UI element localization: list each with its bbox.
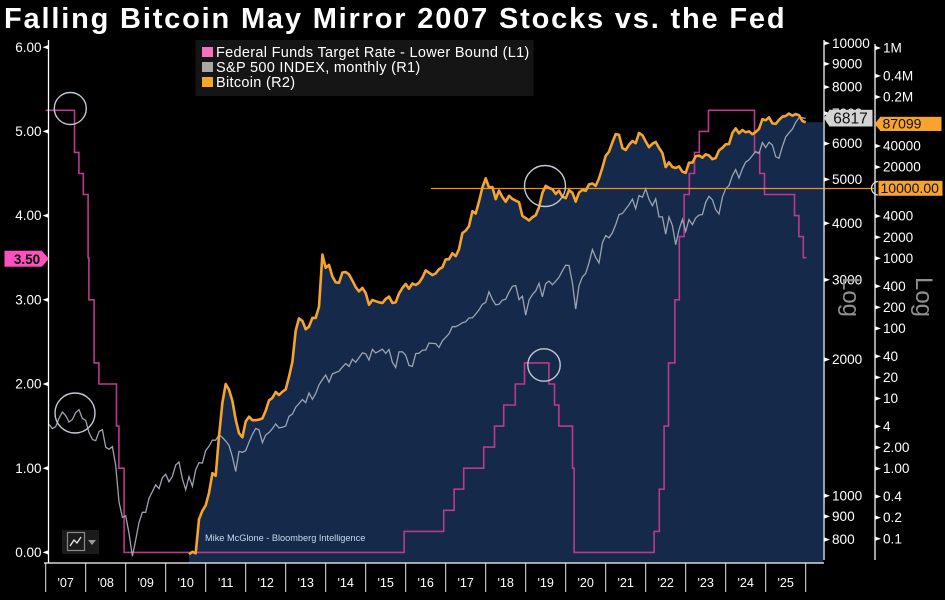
svg-text:0.2: 0.2 <box>883 510 902 525</box>
svg-text:'16: '16 <box>417 576 433 590</box>
svg-text:'14: '14 <box>337 576 353 590</box>
svg-text:10000.00: 10000.00 <box>881 180 940 196</box>
svg-text:200: 200 <box>883 300 906 315</box>
svg-text:1000: 1000 <box>832 488 863 503</box>
svg-text:'17: '17 <box>457 576 473 590</box>
svg-text:20: 20 <box>883 370 899 385</box>
svg-text:'15: '15 <box>377 576 393 590</box>
svg-text:9000: 9000 <box>832 57 863 72</box>
svg-text:0.1: 0.1 <box>883 531 902 546</box>
svg-text:'12: '12 <box>257 576 273 590</box>
svg-text:100: 100 <box>883 321 906 336</box>
svg-text:'25: '25 <box>777 576 793 590</box>
svg-text:4: 4 <box>883 419 891 434</box>
svg-text:1.00: 1.00 <box>883 461 910 476</box>
svg-text:'21: '21 <box>617 576 633 590</box>
svg-text:4000: 4000 <box>832 216 863 231</box>
svg-text:400: 400 <box>883 279 906 294</box>
svg-text:0.2M: 0.2M <box>883 90 913 105</box>
svg-text:S&P 500 INDEX, monthly (R1): S&P 500 INDEX, monthly (R1) <box>216 60 420 76</box>
svg-text:'11: '11 <box>218 576 233 590</box>
svg-text:20000: 20000 <box>883 160 921 175</box>
svg-text:10: 10 <box>883 391 899 406</box>
svg-text:'10: '10 <box>177 576 193 590</box>
svg-text:1000: 1000 <box>883 251 914 266</box>
svg-text:'13: '13 <box>297 576 313 590</box>
svg-text:8000: 8000 <box>832 80 863 95</box>
svg-text:Log: Log <box>837 277 864 317</box>
svg-text:Mike McGlone - Bloomberg Intel: Mike McGlone - Bloomberg Intelligence <box>205 533 365 543</box>
svg-text:800: 800 <box>832 532 855 547</box>
svg-text:'09: '09 <box>137 576 153 590</box>
svg-text:4000: 4000 <box>883 209 914 224</box>
svg-text:0.4M: 0.4M <box>883 69 913 84</box>
svg-text:87099: 87099 <box>883 116 922 132</box>
svg-text:2.00: 2.00 <box>883 440 910 455</box>
svg-text:5000: 5000 <box>832 172 863 187</box>
svg-text:40000: 40000 <box>883 139 921 154</box>
svg-text:2000: 2000 <box>883 230 914 245</box>
svg-text:6000: 6000 <box>832 136 863 151</box>
svg-text:3.00: 3.00 <box>15 292 41 307</box>
svg-text:2000: 2000 <box>832 352 863 367</box>
svg-text:Log: Log <box>910 277 937 317</box>
svg-text:'22: '22 <box>657 576 673 590</box>
svg-text:6817: 6817 <box>833 110 867 127</box>
svg-text:900: 900 <box>832 509 855 524</box>
svg-text:1M: 1M <box>883 41 902 56</box>
svg-text:1.00: 1.00 <box>15 461 41 476</box>
svg-text:2.00: 2.00 <box>15 377 41 392</box>
svg-text:'20: '20 <box>577 576 593 590</box>
svg-text:Bitcoin (R2): Bitcoin (R2) <box>216 75 295 91</box>
svg-text:6.00: 6.00 <box>15 40 41 55</box>
svg-text:Falling Bitcoin May Mirror 200: Falling Bitcoin May Mirror 2007 Stocks v… <box>4 3 786 35</box>
svg-text:'07: '07 <box>57 576 73 590</box>
svg-text:10000: 10000 <box>832 36 870 51</box>
svg-text:5.00: 5.00 <box>15 124 41 139</box>
svg-text:Federal Funds Target Rate - Lo: Federal Funds Target Rate - Lower Bound … <box>216 45 530 61</box>
svg-text:'19: '19 <box>537 576 553 590</box>
svg-text:4.00: 4.00 <box>15 208 41 223</box>
svg-text:3.50: 3.50 <box>14 252 40 267</box>
svg-text:3000: 3000 <box>832 272 863 287</box>
svg-text:'24: '24 <box>737 576 753 590</box>
svg-text:0.4: 0.4 <box>883 489 902 504</box>
svg-text:'18: '18 <box>497 576 513 590</box>
svg-text:40: 40 <box>883 349 899 364</box>
svg-text:'08: '08 <box>97 576 113 590</box>
svg-text:'23: '23 <box>697 576 713 590</box>
svg-text:0.00: 0.00 <box>15 545 41 560</box>
